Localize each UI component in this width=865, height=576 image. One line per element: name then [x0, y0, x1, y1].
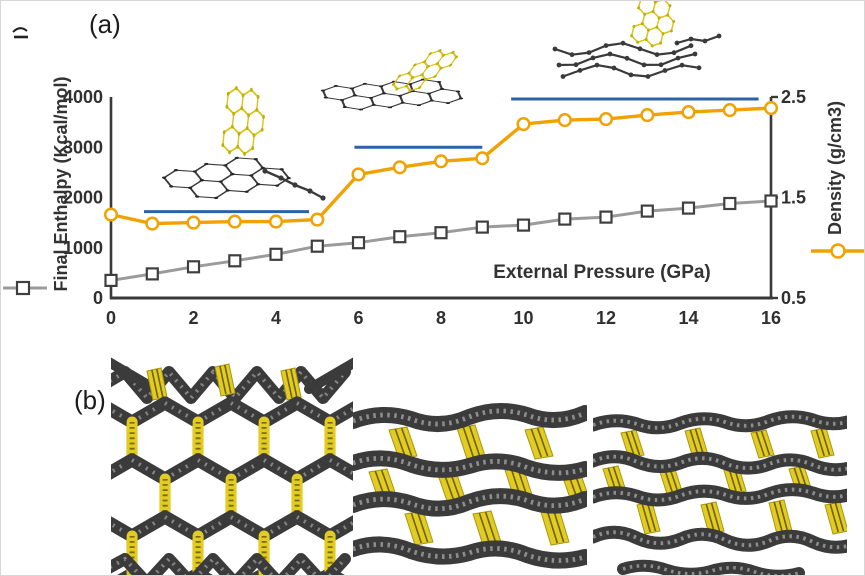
square-marker [145, 267, 159, 281]
plateau-annotation-lines [144, 97, 759, 214]
square-marker [228, 254, 242, 268]
circle-marker [475, 151, 490, 166]
square-marker [516, 218, 531, 232]
circle-marker [433, 154, 449, 169]
left-axis-tick-label: 4000 [63, 87, 103, 107]
panel-a-label: (a) [89, 9, 121, 39]
circle-marker [186, 215, 201, 230]
circle-marker [557, 113, 572, 128]
square-marker [558, 212, 572, 226]
framework-fully-collapsed-layers [593, 410, 847, 575]
enthalpy-series [104, 194, 778, 287]
x-axis-tick-label: 10 [513, 308, 533, 328]
square-marker [393, 230, 407, 244]
circle-marker [351, 167, 366, 182]
square-marker [723, 196, 737, 211]
right-axis-tick-label: 0.5 [781, 288, 806, 308]
circle-marker [640, 108, 655, 123]
legend-enthalpy-marker [3, 280, 47, 296]
molecule-inset-mid-pressure [320, 49, 464, 111]
square-marker [310, 239, 324, 253]
x-axis-tick-label: 14 [678, 308, 698, 328]
left-axis-title: Final Enthalpy (Kcal/mol) [51, 76, 71, 291]
circle-marker [763, 101, 779, 116]
left-axis-tick-label: 2000 [63, 188, 103, 208]
left-axis-tick-label: 0 [93, 288, 103, 308]
circle-marker [392, 160, 407, 175]
framework-partially-collapsed-layers [353, 403, 587, 569]
corner-artifact-icon [12, 27, 28, 39]
x-axis-tick-label: 16 [761, 308, 781, 328]
x-axis-tick-label: 12 [596, 308, 616, 328]
square-marker [599, 210, 613, 224]
x-axis-tick-label: 4 [271, 308, 281, 328]
x-axis-tick-label: 2 [188, 308, 198, 328]
x-axis-tick-label: 0 [106, 308, 116, 328]
right-axis-title: Density (g/cm3) [825, 101, 845, 235]
circle-marker [681, 105, 696, 120]
left-axis-tick-label: 3000 [63, 137, 103, 157]
x-axis-tick-label: 8 [436, 308, 446, 328]
chart-plot-area: 0 1000 2000 3000 4000 0.5 1.5 2.5 0 2 4 6 8 10 12 14 16 [3, 87, 864, 328]
circle-marker [598, 112, 614, 127]
molecule-insets [161, 1, 722, 201]
square-marker [640, 204, 654, 218]
framework-structures-panel [111, 357, 847, 575]
right-axis-tick-label: 1.5 [781, 188, 806, 208]
circle-marker [516, 117, 531, 132]
square-marker [351, 236, 366, 250]
square-marker [434, 226, 448, 240]
legend-density-marker [811, 243, 864, 259]
circle-marker [103, 207, 119, 222]
left-axis-tick-label: 1000 [63, 238, 103, 258]
circle-marker [722, 103, 737, 118]
x-axis-title: External Pressure (GPa) [493, 262, 711, 283]
square-marker [269, 247, 283, 261]
square-marker [681, 201, 696, 215]
right-axis-tick-label: 2.5 [781, 87, 806, 107]
square-marker [186, 260, 201, 274]
circle-marker [310, 212, 325, 227]
molecule-inset-low-pressure [161, 86, 326, 201]
framework-open-honeycomb [111, 357, 353, 575]
circle-marker [145, 216, 160, 231]
circle-marker [268, 214, 284, 229]
panel-b-label: (b) [74, 385, 106, 415]
density-series [103, 101, 779, 231]
circle-marker [227, 214, 242, 229]
framework-structures [111, 357, 847, 575]
square-marker [104, 273, 118, 287]
square-marker [764, 194, 778, 208]
molecule-inset-high-pressure [552, 1, 722, 79]
x-axis-tick-label: 6 [353, 308, 363, 328]
square-marker [475, 220, 489, 234]
